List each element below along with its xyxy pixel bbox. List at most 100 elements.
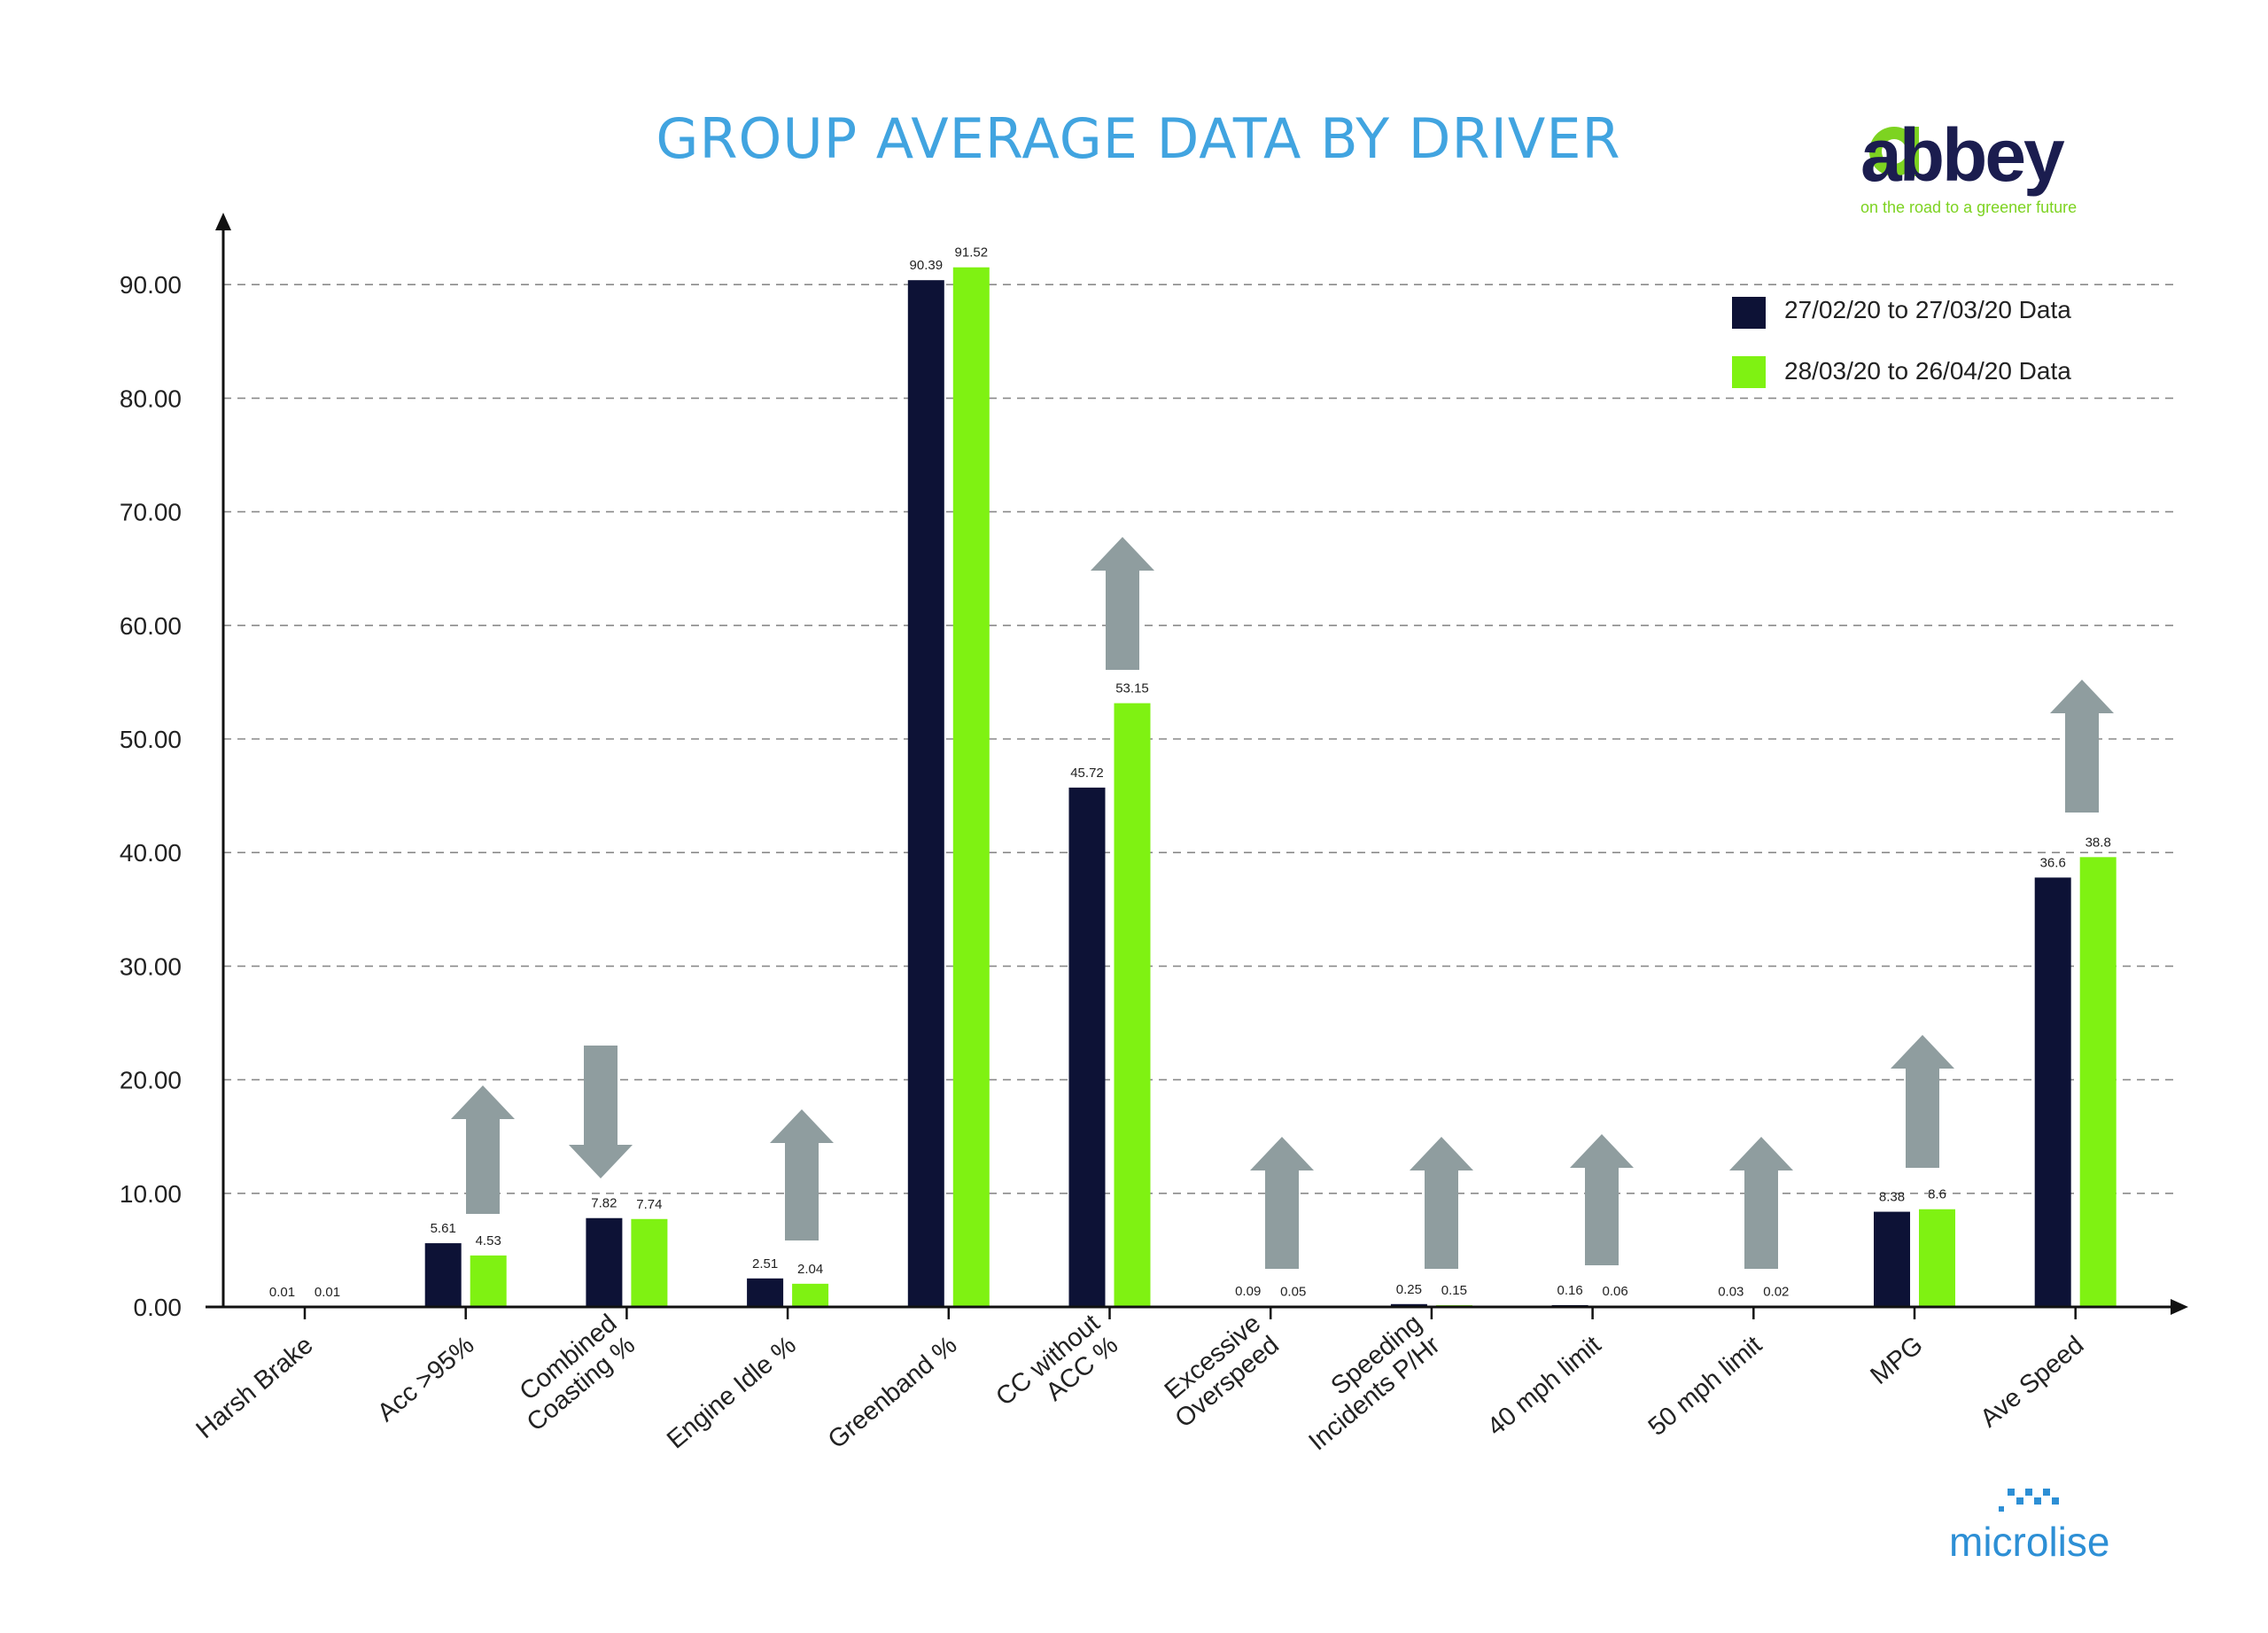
data-labels: 0.01 0.01 5.61 4.53 7.82 7.74 2.51 2.04 90.39 91.… (269, 245, 2111, 1300)
microlise-logo: microlise (1949, 1489, 2109, 1565)
x-tick-label-line: Acc >95% (372, 1331, 479, 1427)
legend-label-series-2: 28/03/20 to 26/04/20 Data (1784, 357, 2071, 385)
data-label-series-1: 90.39 (910, 258, 944, 273)
grid (223, 284, 2179, 1194)
x-tick-label-line: Engine Idle % (662, 1331, 802, 1455)
data-label-series-2: 38.8 (2085, 835, 2111, 850)
y-tick-label: 50.00 (120, 726, 182, 753)
x-tick-label: 50 mph limit (1643, 1331, 1767, 1442)
bar-series-2 (470, 1255, 507, 1307)
arrow-up-icon (1570, 1134, 1634, 1265)
bar-series-1 (2034, 877, 2071, 1307)
data-label-series-1: 5.61 (431, 1221, 456, 1236)
axes (206, 213, 2188, 1319)
data-label-series-1: 45.72 (1070, 766, 1104, 781)
x-tick-label: Acc >95% (372, 1331, 479, 1427)
y-tick-label: 30.00 (120, 953, 182, 980)
abbey-logo: abbey on the road to a greener future (1860, 113, 2077, 216)
data-label-series-2: 91.52 (955, 245, 989, 261)
microlise-text: microlise (1949, 1519, 2109, 1565)
arrow-up-icon (1729, 1137, 1793, 1269)
arrow-up-icon (1410, 1137, 1473, 1269)
data-label-series-1: 2.51 (752, 1256, 778, 1271)
abbey-brand-text: abbey (1860, 113, 2065, 197)
x-axis-arrowhead (2171, 1299, 2188, 1315)
arrow-up-icon (451, 1085, 515, 1214)
data-label-series-2: 7.74 (636, 1197, 662, 1212)
y-axis-arrowhead (215, 213, 231, 230)
y-tick-label: 90.00 (120, 271, 182, 299)
x-tick-label-line: Harsh Brake (191, 1331, 319, 1444)
arrow-up-icon (2050, 680, 2114, 813)
bar-series-2 (631, 1218, 668, 1307)
data-label-series-2: 4.53 (476, 1233, 501, 1248)
abbey-tagline: on the road to a greener future (1860, 198, 2077, 216)
data-label-series-2: 53.15 (1115, 681, 1149, 696)
data-label-series-1: 0.03 (1718, 1285, 1744, 1300)
bar-series-2 (1114, 703, 1151, 1307)
bar-series-2 (952, 267, 990, 1307)
arrow-up-icon (1091, 537, 1154, 670)
x-tick-label-line: 50 mph limit (1643, 1331, 1767, 1442)
y-tick-label: 70.00 (120, 499, 182, 526)
data-label-series-2: 0.15 (1441, 1283, 1467, 1298)
x-tick-label: Engine Idle % (662, 1331, 802, 1455)
bar-series-1 (1874, 1211, 1910, 1307)
legend-swatch-series-1 (1732, 297, 1766, 329)
legend-label-series-1: 27/02/20 to 27/03/20 Data (1784, 296, 2071, 323)
data-label-series-1: 0.25 (1396, 1282, 1422, 1297)
legend-swatch-series-2 (1732, 356, 1766, 388)
data-label-series-1: 0.09 (1235, 1284, 1261, 1299)
x-tick-label: Harsh Brake (191, 1331, 319, 1444)
arrow-up-icon (1250, 1137, 1314, 1269)
bars (264, 267, 2117, 1308)
data-label-series-2: 0.06 (1602, 1284, 1627, 1299)
bar-series-2 (2079, 857, 2117, 1307)
data-label-series-1: 7.82 (591, 1196, 617, 1211)
y-tick-label: 0.00 (134, 1294, 183, 1321)
bar-series-2 (792, 1283, 829, 1307)
chart-title: GROUP AVERAGE DATA BY DRIVER (656, 106, 1620, 171)
x-tick-label-line: 40 mph limit (1482, 1331, 1606, 1442)
x-tick-label: 40 mph limit (1482, 1331, 1606, 1442)
bar-series-1 (1390, 1303, 1427, 1307)
bar-series-1 (907, 280, 944, 1307)
data-label-series-1: 0.16 (1557, 1283, 1582, 1298)
data-label-series-2: 0.02 (1763, 1285, 1789, 1300)
data-label-series-1: 36.6 (2040, 855, 2066, 870)
data-label-series-1: 8.38 (1879, 1190, 1905, 1205)
data-label-series-2: 8.6 (1928, 1187, 1946, 1202)
y-tick-label: 20.00 (120, 1067, 182, 1094)
bar-series-2 (1919, 1209, 1955, 1307)
x-tick-label: Greenband % (823, 1331, 963, 1455)
y-tick-label: 60.00 (120, 612, 182, 640)
bar-series-1 (1068, 787, 1106, 1307)
data-label-series-1: 0.01 (269, 1285, 295, 1300)
y-tick-label: 10.00 (120, 1180, 182, 1208)
legend: 27/02/20 to 27/03/20 Data 28/03/20 to 26… (1732, 296, 2071, 388)
arrow-up-icon (770, 1109, 834, 1240)
x-tick-label-line: Ave Speed (1975, 1331, 2089, 1433)
y-tick-label: 80.00 (120, 385, 182, 412)
data-label-series-2: 0.05 (1280, 1284, 1306, 1299)
x-tick-label: Ave Speed (1975, 1331, 2089, 1433)
x-tick-label-line: MPG (1865, 1331, 1928, 1390)
bar-series-1 (586, 1217, 623, 1307)
bar-series-1 (747, 1278, 784, 1307)
arrow-down-icon (569, 1046, 633, 1178)
data-label-series-2: 2.04 (797, 1262, 823, 1277)
data-label-series-2: 0.01 (315, 1285, 340, 1300)
y-axis-ticks: 0.00 10.00 20.00 30.00 40.00 50.00 60.00 70.00 8… (120, 271, 182, 1321)
x-tick-label-line: Greenband % (823, 1331, 963, 1455)
bar-series-1 (424, 1243, 462, 1307)
arrow-up-icon (1891, 1035, 1954, 1168)
x-tick-label: MPG (1865, 1331, 1928, 1390)
change-arrows (451, 537, 2114, 1269)
y-tick-label: 40.00 (120, 839, 182, 867)
